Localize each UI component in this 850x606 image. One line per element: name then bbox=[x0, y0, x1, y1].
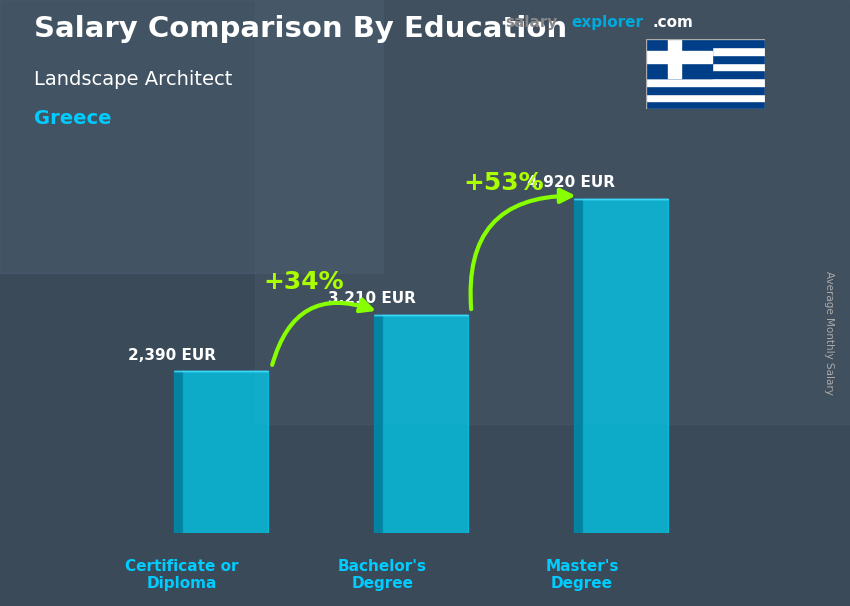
Bar bbox=[646, 62, 765, 70]
Text: 3,210 EUR: 3,210 EUR bbox=[327, 291, 416, 307]
Bar bbox=[382, 315, 468, 533]
Text: Bachelor's
Degree: Bachelor's Degree bbox=[337, 559, 427, 591]
Bar bbox=[182, 371, 268, 533]
Bar bbox=[646, 55, 765, 62]
Bar bbox=[646, 86, 765, 93]
Text: 4,920 EUR: 4,920 EUR bbox=[527, 175, 615, 190]
Text: Landscape Architect: Landscape Architect bbox=[34, 70, 232, 88]
Text: Greece: Greece bbox=[34, 109, 111, 128]
Text: Average Monthly Salary: Average Monthly Salary bbox=[824, 271, 834, 395]
Text: .com: .com bbox=[653, 15, 694, 30]
Bar bbox=[582, 199, 668, 533]
Text: 2,390 EUR: 2,390 EUR bbox=[128, 348, 216, 363]
Bar bbox=[646, 101, 765, 109]
Bar bbox=[374, 315, 382, 533]
Bar bbox=[646, 39, 765, 47]
Bar bbox=[574, 199, 582, 533]
Text: +53%: +53% bbox=[463, 170, 544, 195]
Text: Certificate or
Diploma: Certificate or Diploma bbox=[126, 559, 239, 591]
Text: salary: salary bbox=[506, 15, 558, 30]
Bar bbox=[646, 47, 765, 55]
Text: Master's
Degree: Master's Degree bbox=[546, 559, 619, 591]
Bar bbox=[0, 0, 382, 273]
Bar bbox=[646, 78, 765, 86]
Bar bbox=[255, 0, 850, 424]
Bar bbox=[646, 39, 712, 78]
FancyArrowPatch shape bbox=[272, 299, 371, 365]
Bar bbox=[646, 70, 765, 78]
Text: Salary Comparison By Education: Salary Comparison By Education bbox=[34, 15, 567, 43]
Bar bbox=[646, 93, 765, 101]
Bar bbox=[173, 371, 182, 533]
FancyArrowPatch shape bbox=[471, 190, 571, 309]
Text: +34%: +34% bbox=[264, 270, 344, 294]
Text: explorer: explorer bbox=[571, 15, 643, 30]
Bar bbox=[646, 51, 712, 62]
Bar bbox=[668, 39, 681, 78]
